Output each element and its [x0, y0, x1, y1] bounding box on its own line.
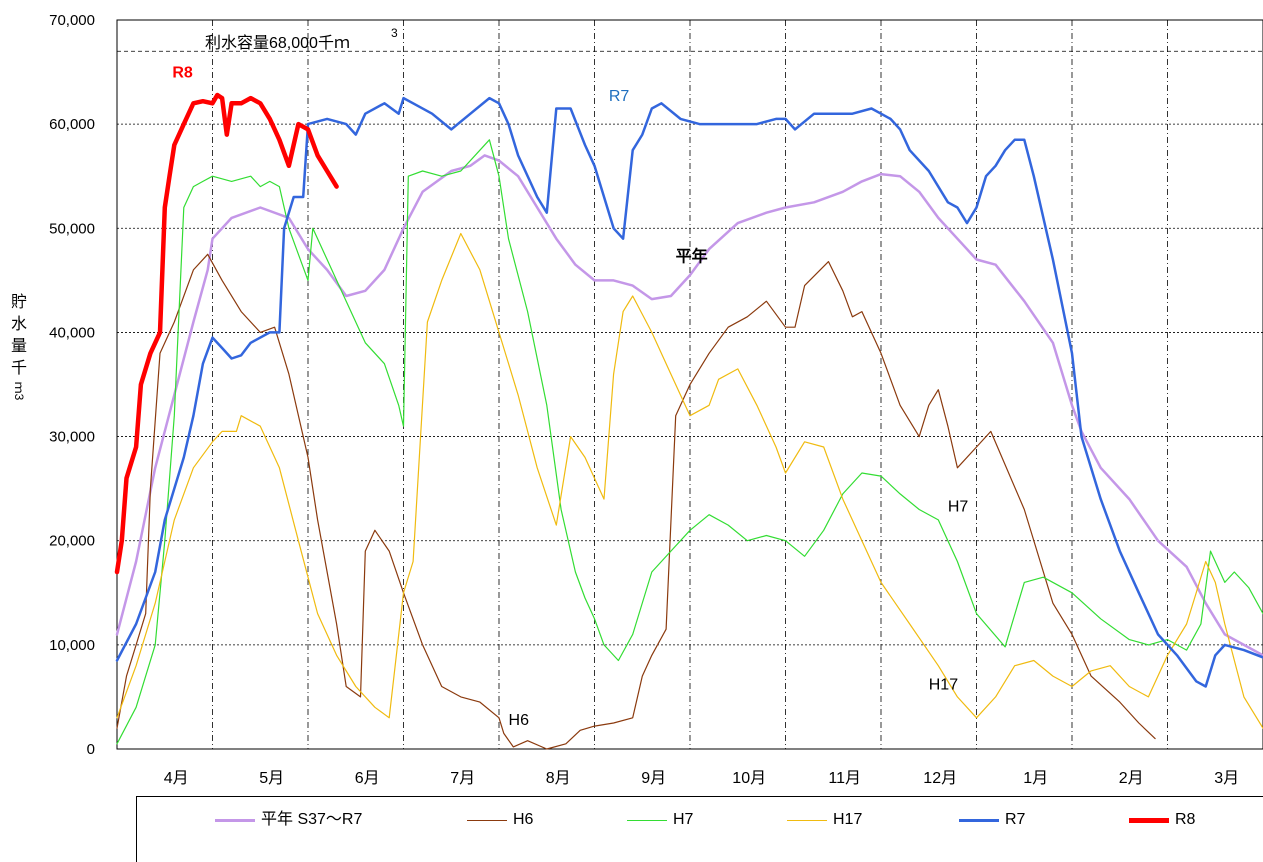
capacity-label: 利水容量68,000千ｍ: [205, 34, 350, 52]
legend-swatch: [959, 818, 999, 822]
legend-item: H17: [787, 809, 862, 831]
x-tick-label: 9月: [641, 770, 666, 787]
legend-item: H7: [627, 809, 693, 831]
y-tick-label: 70,000: [49, 12, 95, 29]
series-annotation: R8: [172, 64, 193, 81]
legend-item: H6: [467, 809, 533, 831]
series-line: [116, 232, 1263, 729]
series-line: [116, 139, 1263, 745]
x-tick-label: 12月: [923, 770, 957, 787]
series-annotation: H7: [948, 499, 969, 516]
series-annotation: H17: [929, 677, 958, 694]
series-annotation: H6: [509, 712, 530, 729]
y-tick-label: 50,000: [49, 220, 95, 237]
x-tick-label: 10月: [732, 770, 766, 787]
y-axis-label-char: 量: [10, 338, 27, 355]
y-tick-label: 10,000: [49, 637, 95, 654]
y-tick-label: 40,000: [49, 324, 95, 341]
legend-swatch: [1129, 817, 1169, 823]
x-tick-label: 4月: [164, 770, 189, 787]
legend-label: H7: [673, 811, 694, 828]
legend-label: R8: [1175, 811, 1196, 828]
legend-swatch: [627, 819, 667, 821]
y-axis-label: 貯 水 量 千 ｍ3: [6, 292, 32, 402]
x-tick-label: 1月: [1023, 770, 1048, 787]
series-line: [115, 96, 1263, 688]
legend-item: 平年 S37〜R7: [215, 809, 362, 831]
series-line: [114, 92, 339, 575]
y-tick-label: 0: [87, 741, 95, 758]
x-tick-label: 5月: [259, 770, 284, 787]
y-tick-label: 20,000: [49, 533, 95, 550]
legend-swatch: [215, 818, 255, 822]
legend-item: R8: [1129, 809, 1195, 831]
x-tick-label: 3月: [1214, 770, 1239, 787]
series-annotation: R7: [609, 88, 630, 105]
y-tick-label: 60,000: [49, 116, 95, 133]
legend-item: R7: [959, 809, 1025, 831]
x-tick-label: 6月: [355, 770, 380, 787]
capacity-label-sup: 3: [391, 26, 398, 40]
y-axis-label-char: 貯: [10, 294, 27, 311]
y-axis-label-char: 千: [10, 360, 27, 377]
legend-swatch: [787, 819, 827, 821]
legend-label: 平年 S37〜R7: [261, 811, 363, 828]
y-tick-label: 30,000: [49, 429, 95, 446]
x-tick-label: 7月: [450, 770, 475, 787]
x-tick-label: 2月: [1119, 770, 1144, 787]
legend-swatch: [467, 819, 507, 821]
x-tick-label: 11月: [828, 770, 861, 787]
series-line: [116, 253, 1156, 750]
legend-label: R7: [1005, 811, 1026, 828]
legend: 平年 S37〜R7 H6 H7 H17 R7 R8: [136, 796, 1263, 862]
y-axis-label-char: 水: [10, 316, 27, 333]
series-line: [115, 154, 1263, 657]
x-tick-label: 8月: [546, 770, 571, 787]
legend-label: H6: [513, 811, 534, 828]
series-annotation: 平年: [676, 247, 708, 266]
legend-label: H17: [833, 811, 863, 828]
